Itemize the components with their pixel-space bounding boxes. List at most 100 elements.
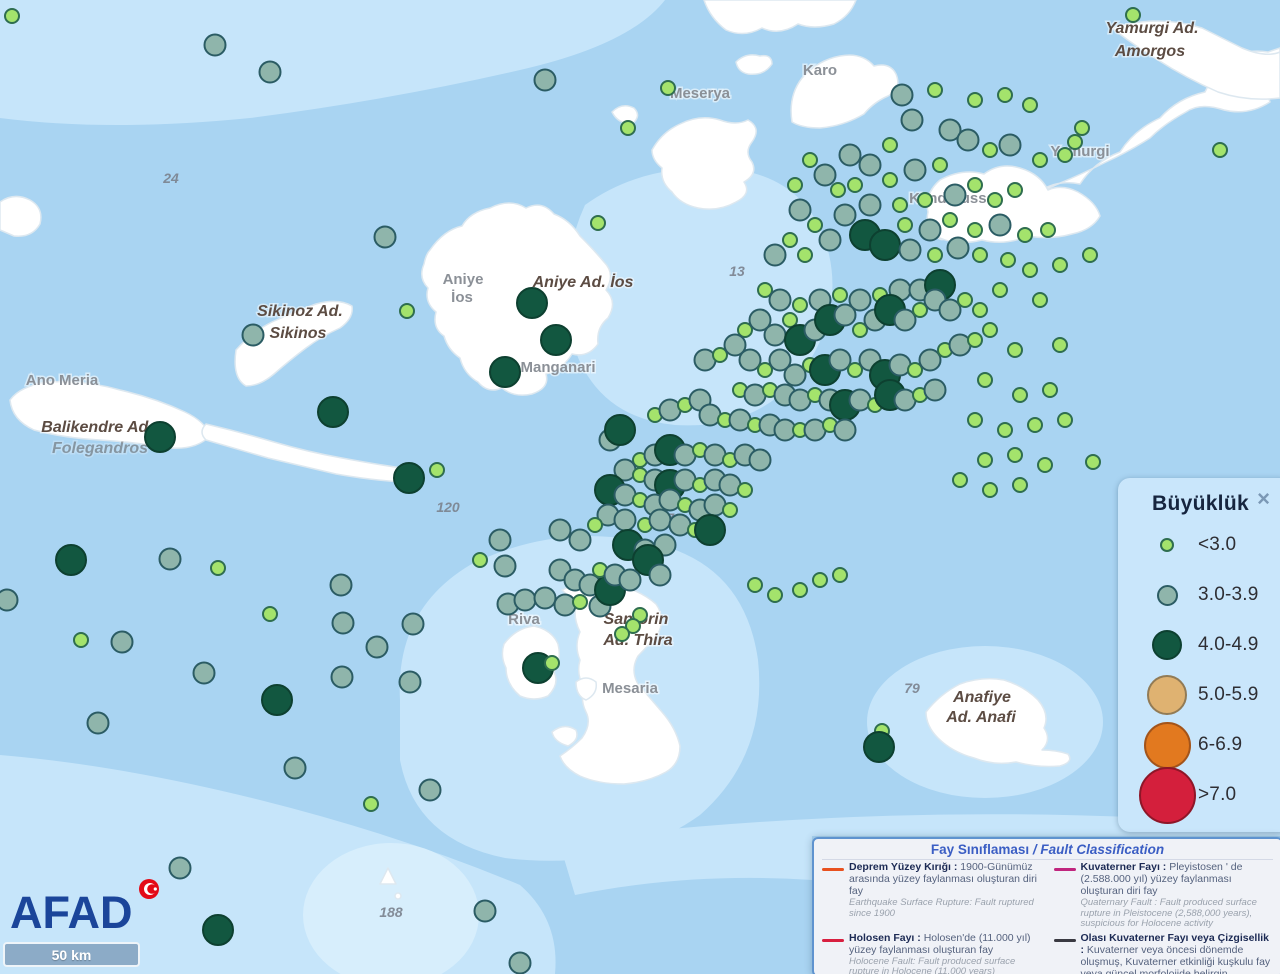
earthquake-marker[interactable] [952, 472, 968, 488]
earthquake-marker[interactable] [882, 137, 898, 153]
earthquake-marker[interactable] [948, 333, 972, 357]
earthquake-marker[interactable] [544, 655, 560, 671]
earthquake-marker[interactable] [737, 322, 753, 338]
earthquake-marker[interactable] [712, 347, 728, 363]
earthquake-marker[interactable] [918, 348, 942, 372]
earthquake-marker[interactable] [258, 60, 282, 84]
earthquake-marker[interactable] [743, 383, 767, 407]
earthquake-marker[interactable] [363, 796, 379, 812]
earthquake-marker[interactable] [723, 333, 747, 357]
earthquake-marker[interactable] [972, 302, 988, 318]
earthquake-marker[interactable] [1027, 417, 1043, 433]
earthquake-marker[interactable] [828, 348, 852, 372]
earthquake-marker[interactable] [763, 243, 787, 267]
earthquake-marker[interactable] [1067, 134, 1083, 150]
earthquake-marker[interactable] [882, 172, 898, 188]
earthquake-marker[interactable] [668, 513, 692, 537]
earthquake-marker[interactable] [590, 215, 606, 231]
earthquake-marker[interactable] [782, 232, 798, 248]
earthquake-marker[interactable] [893, 388, 917, 412]
earthquake-marker[interactable] [1040, 222, 1056, 238]
earthquake-marker[interactable] [892, 197, 908, 213]
earthquake-marker[interactable] [888, 353, 912, 377]
earthquake-marker[interactable] [572, 594, 588, 610]
earthquake-marker[interactable] [982, 482, 998, 498]
earthquake-marker[interactable] [788, 198, 812, 222]
earthquake-marker[interactable] [813, 163, 837, 187]
earthquake-marker[interactable] [832, 567, 848, 583]
earthquake-marker[interactable] [943, 183, 967, 207]
earthquake-marker[interactable] [553, 593, 577, 617]
earthquake-marker[interactable] [728, 408, 752, 432]
earthquake-marker[interactable] [967, 92, 983, 108]
earthquake-marker[interactable] [418, 778, 442, 802]
earthquake-marker[interactable] [1042, 382, 1058, 398]
earthquake-marker[interactable] [1052, 337, 1068, 353]
earthquake-marker[interactable] [648, 563, 672, 587]
earthquake-marker[interactable] [693, 348, 717, 372]
earthquake-marker[interactable] [618, 568, 642, 592]
earthquake-marker[interactable] [1012, 477, 1028, 493]
earthquake-marker[interactable] [241, 323, 265, 347]
earthquake-marker[interactable] [4, 8, 20, 24]
earthquake-marker[interactable] [792, 582, 808, 598]
earthquake-marker[interactable] [533, 68, 557, 92]
earthquake-marker[interactable] [1032, 152, 1048, 168]
earthquake-marker[interactable] [802, 152, 818, 168]
earthquake-marker[interactable] [1012, 387, 1028, 403]
earthquake-marker[interactable] [918, 218, 942, 242]
earthquake-marker[interactable] [1007, 342, 1023, 358]
earthquake-marker[interactable] [632, 607, 648, 623]
earthquake-marker[interactable] [858, 153, 882, 177]
earthquake-marker[interactable] [399, 303, 415, 319]
earthquake-marker[interactable] [988, 213, 1012, 237]
earthquake-marker[interactable] [830, 182, 846, 198]
earthquake-marker[interactable] [393, 462, 425, 494]
earthquake-marker[interactable] [1007, 182, 1023, 198]
earthquake-marker[interactable] [932, 157, 948, 173]
earthquake-marker[interactable] [694, 514, 726, 546]
earthquake-marker[interactable] [1057, 147, 1073, 163]
earthquake-marker[interactable] [703, 443, 727, 467]
earthquake-marker[interactable] [982, 322, 998, 338]
earthquake-marker[interactable] [373, 225, 397, 249]
earthquake-marker[interactable] [261, 684, 293, 716]
earthquake-marker[interactable] [967, 412, 983, 428]
earthquake-marker[interactable] [1212, 142, 1228, 158]
earthquake-marker[interactable] [1082, 247, 1098, 263]
earthquake-marker[interactable] [747, 577, 763, 593]
earthquake-marker[interactable] [737, 482, 753, 498]
earthquake-marker[interactable] [757, 362, 773, 378]
earthquake-marker[interactable] [967, 332, 983, 348]
earthquake-marker[interactable] [718, 473, 742, 497]
earthquake-marker[interactable] [533, 586, 557, 610]
earthquake-marker[interactable] [946, 236, 970, 260]
earthquake-marker[interactable] [938, 298, 962, 322]
earthquake-marker[interactable] [927, 247, 943, 263]
earthquake-marker[interactable] [893, 308, 917, 332]
earthquake-marker[interactable] [998, 133, 1022, 157]
earthquake-marker[interactable] [838, 143, 862, 167]
earthquake-marker[interactable] [942, 212, 958, 228]
earthquake-marker[interactable] [833, 418, 857, 442]
earthquake-marker[interactable] [967, 177, 983, 193]
earthquake-marker[interactable] [262, 606, 278, 622]
earthquake-marker[interactable] [1022, 262, 1038, 278]
earthquake-marker[interactable] [997, 422, 1013, 438]
earthquake-marker[interactable] [1022, 97, 1038, 113]
earthquake-marker[interactable] [897, 217, 913, 233]
earthquake-marker[interactable] [1052, 257, 1068, 273]
earthquake-marker[interactable] [648, 508, 672, 532]
earthquake-marker[interactable] [938, 118, 962, 142]
earthquake-marker[interactable] [858, 193, 882, 217]
earthquake-marker[interactable] [168, 856, 192, 880]
earthquake-marker[interactable] [620, 120, 636, 136]
earthquake-marker[interactable] [832, 287, 848, 303]
earthquake-marker[interactable] [782, 312, 798, 328]
earthquake-marker[interactable] [757, 282, 773, 298]
earthquake-marker[interactable] [812, 572, 828, 588]
earthquake-marker[interactable] [673, 443, 697, 467]
earthquake-marker[interactable] [1007, 447, 1023, 463]
earthquake-marker[interactable] [660, 80, 676, 96]
